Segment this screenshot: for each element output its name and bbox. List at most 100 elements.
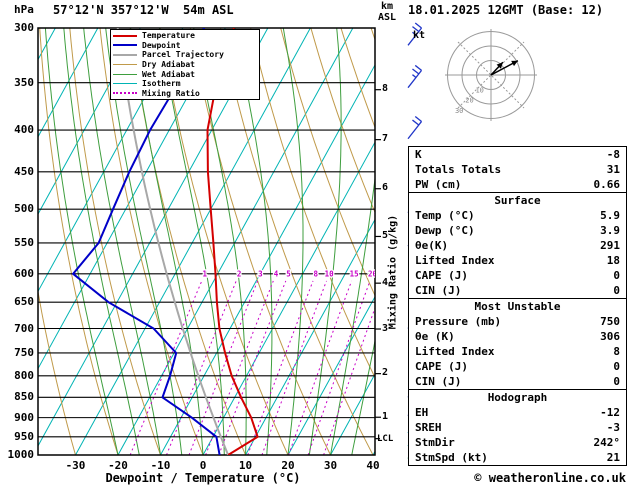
stats-row: EH -12 (409, 405, 626, 420)
legend: Temperature Dewpoint Parcel Trajectory Dry … (110, 29, 260, 101)
stats-value: 5.9 (600, 209, 620, 222)
temp-tick-label: -10 (150, 459, 171, 472)
stats-value: 306 (600, 330, 620, 343)
stats-value: 291 (600, 239, 620, 252)
temp-tick-label: 0 (199, 459, 207, 472)
legend-label: Isotherm (142, 79, 181, 89)
stats-value: 18 (606, 254, 620, 267)
altitude-axis-unit-km: km (381, 1, 394, 12)
mixing-ratio-label: 5 (286, 269, 291, 278)
pressure-tick-label: 800 (14, 368, 34, 382)
temp-axis-title: Dewpoint / Temperature (°C) (105, 471, 301, 485)
plot-frame (37, 27, 376, 456)
altitude-tick-label: 7 (382, 133, 389, 145)
stats-label: PW (cm) (415, 178, 462, 191)
mixing-ratio-labels: 1 2 3 4 5 8 10 15 20 25 (201, 268, 378, 280)
mixing-ratio-label: 1 (202, 269, 207, 278)
stats-row: K -8 (409, 147, 626, 162)
altitude-ticks (375, 89, 381, 440)
stats-label: CAPE (J) (415, 269, 468, 282)
stats-label: SREH (415, 421, 442, 434)
legend-item: Temperature (113, 31, 257, 41)
legend-label: Temperature (142, 31, 195, 41)
pressure-tick-label: 350 (14, 75, 34, 89)
stats-value: -3 (606, 421, 620, 434)
stats-value: 0 (613, 360, 620, 373)
stats-row: θe (K) 306 (409, 329, 626, 344)
temp-tick-label: 30 (323, 459, 338, 472)
temp-tick-label: 20 (281, 459, 295, 472)
pressure-tick-label: 1000 (7, 448, 35, 461)
stats-value: 31 (606, 163, 620, 176)
temp-tick-label: 40 (366, 459, 380, 472)
stats-row: StmDir 242° (409, 435, 626, 450)
legend-label: Mixing Ratio (142, 88, 200, 98)
pressure-tick-label: 650 (14, 295, 34, 309)
altitude-tick-label: 5 (382, 229, 389, 241)
altitude-tick-label: 1 (382, 410, 389, 422)
stats-value: 21 (606, 451, 620, 464)
mixing-ratio-label: 15 (350, 269, 359, 278)
pressure-axis-unit: hPa (14, 3, 34, 16)
stats-row: CIN (J) 0 (409, 374, 626, 389)
temp-tick-label: -20 (108, 459, 128, 472)
legend-label: Wet Adiabat (142, 69, 195, 79)
stats-row: Lifted Index 18 (409, 253, 626, 268)
pressure-tick-label: 850 (14, 390, 34, 404)
legend-item: Isotherm (113, 79, 257, 89)
pressure-tick-label: 600 (14, 266, 34, 280)
legend-swatch-temperature (113, 34, 137, 37)
legend-item: Dewpoint (113, 41, 257, 51)
dewpoint-line (71, 28, 221, 455)
hodograph-ring-label: 30 (455, 107, 463, 115)
copyright-credit: © weatheronline.co.uk (474, 471, 626, 485)
pressure-tick-label: 500 (14, 202, 34, 216)
legend-label: Dry Adiabat (142, 60, 195, 70)
mixing-ratio-lines (129, 280, 375, 455)
stats-value: 750 (600, 315, 620, 328)
legend-swatch-wet-adiabat (113, 73, 137, 75)
stats-row: Temp (°C) 5.9 (409, 208, 626, 223)
stats-row: PW (cm) 0.66 (409, 177, 626, 192)
mixing-ratio-axis-title: Mixing Ratio (g/kg) (387, 214, 399, 330)
legend-swatch-parcel-trajectory (113, 53, 137, 56)
station-title: 57°12'N 357°12'W 54m ASL (53, 3, 234, 17)
temp-tick-label: -30 (65, 459, 86, 472)
stats-label: CIN (J) (415, 375, 462, 388)
legend-swatch-isotherm (113, 83, 137, 85)
legend-swatch-dry-adiabat (113, 64, 137, 66)
mixing-ratio-label: 2 (237, 269, 242, 278)
stats-label: Lifted Index (415, 345, 495, 358)
pressure-tick-label: 950 (14, 429, 34, 443)
stats-label: Totals Totals (415, 163, 502, 176)
stats-section-header: Hodograph (487, 391, 548, 404)
pressure-tick-label: 400 (14, 123, 34, 137)
stats-value: 242° (593, 436, 621, 449)
stats-row: Totals Totals 31 (409, 162, 626, 177)
stats-label: Pressure (mb) (415, 315, 502, 328)
stats-row: SREH -3 (409, 420, 626, 435)
stats-value: -12 (600, 406, 620, 419)
legend-swatch-mixing-ratio (113, 92, 137, 95)
altitude-tick-label: 3 (382, 322, 389, 334)
pressure-tick-label: 550 (14, 235, 34, 249)
altitude-tick-label: 4 (382, 276, 389, 288)
legend-item: Parcel Trajectory (113, 50, 257, 60)
hodograph-ring-label: 10 (475, 86, 483, 94)
stats-divider (409, 192, 626, 193)
stats-value: 3.9 (600, 224, 620, 237)
stats-section-header: Most Unstable (474, 300, 561, 313)
stats-label: K (415, 148, 422, 161)
mixing-ratio-label: 10 (325, 269, 335, 278)
stats-label: θe(K) (415, 239, 449, 252)
mixing-ratio-label: 20 (368, 269, 378, 278)
temperature-line (206, 28, 259, 455)
stats-row: Pressure (mb) 750 (409, 314, 626, 329)
stats-label: θe (K) (415, 330, 455, 343)
pressure-tick-label: 300 (14, 21, 34, 34)
pressure-tick-label: 750 (14, 345, 34, 359)
altitude-tick-label: 6 (382, 182, 389, 194)
